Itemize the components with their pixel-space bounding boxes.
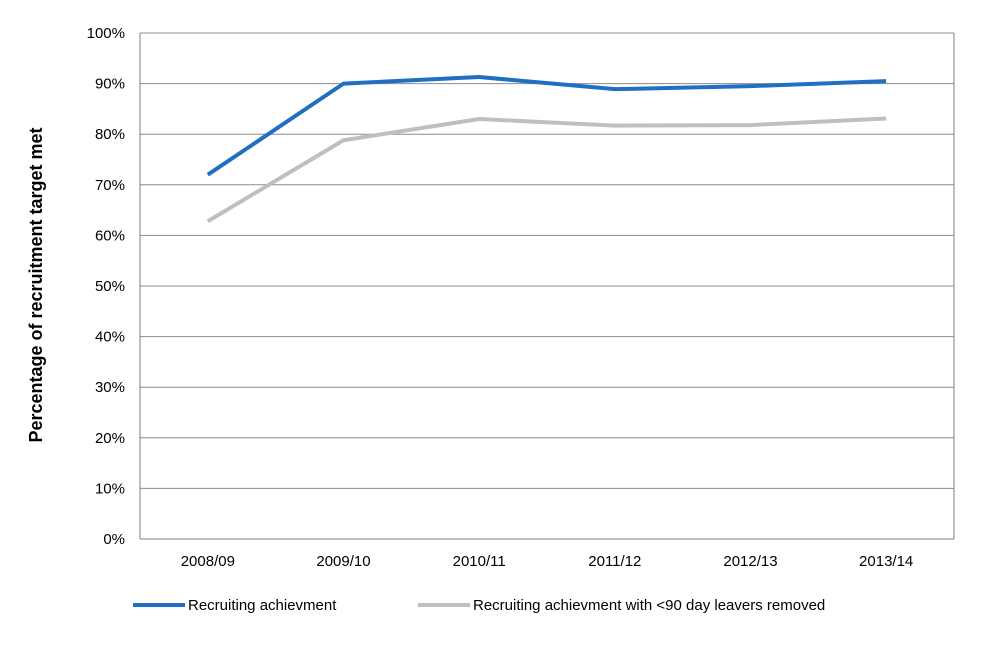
y-axis-tick-labels: 0% 10% 20% 30% 40% 50% 60% 70% 80% 90% 100% — [87, 25, 125, 548]
x-tick-label: 2009/10 — [316, 553, 370, 570]
series-lines — [208, 77, 887, 221]
y-tick-label: 40% — [95, 329, 125, 346]
x-tick-label: 2012/13 — [723, 553, 777, 570]
x-axis-tick-labels: 2008/09 2009/10 2010/11 2011/12 2012/13 2013/… — [181, 553, 914, 570]
legend-label: Recruiting achievment — [188, 597, 337, 614]
gridlines — [140, 33, 954, 539]
x-tick-label: 2008/09 — [181, 553, 235, 570]
y-tick-label: 50% — [95, 278, 125, 295]
y-tick-label: 20% — [95, 430, 125, 447]
y-tick-label: 10% — [95, 480, 125, 497]
legend: Recruiting achievment Recruiting achievme… — [133, 597, 825, 614]
y-tick-label: 80% — [95, 126, 125, 143]
y-tick-label: 70% — [95, 177, 125, 194]
y-tick-label: 60% — [95, 227, 125, 244]
y-tick-label: 30% — [95, 379, 125, 396]
y-tick-label: 90% — [95, 76, 125, 93]
x-tick-label: 2010/11 — [453, 553, 506, 570]
y-axis-title: Percentage of recruitment target met — [26, 127, 46, 442]
x-tick-label: 2013/14 — [859, 553, 913, 570]
y-tick-label: 100% — [87, 25, 125, 42]
legend-label: Recruiting achievment with <90 day leave… — [473, 597, 825, 614]
x-tick-label: 2011/12 — [588, 553, 641, 570]
y-tick-label: 0% — [103, 531, 125, 548]
